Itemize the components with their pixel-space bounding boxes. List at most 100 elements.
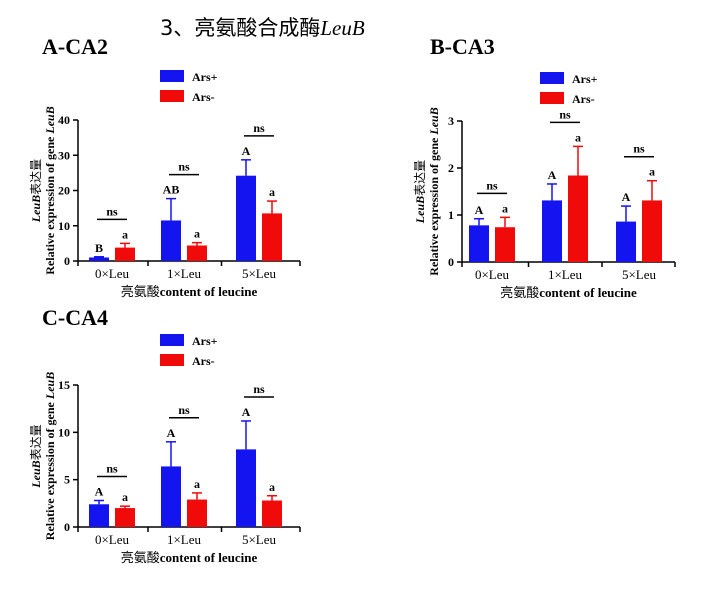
y-axis-title-line2: Relative expression of gene LeuB <box>43 372 57 540</box>
significance-letter: AB <box>163 183 180 197</box>
bar-ars-plus <box>469 225 489 262</box>
legend-swatch-ars-plus <box>160 70 184 82</box>
y-axis-title-line1: LeuB表达量 <box>29 424 43 488</box>
x-tick-label: 5×Leu <box>622 267 657 282</box>
y-axis-title-cn: 表达量 <box>29 159 43 195</box>
y-tick-label: 15 <box>58 378 70 392</box>
bar-ars-minus <box>495 227 515 262</box>
legend-swatch-ars-plus <box>540 72 564 84</box>
significance-letter: a <box>269 185 275 199</box>
significance-letter: A <box>548 168 557 182</box>
bar-ars-minus <box>262 213 282 261</box>
legend-label: Ars+ <box>192 70 218 84</box>
ns-label: ns <box>253 121 265 135</box>
legend-label: Ars- <box>192 354 215 368</box>
y-axis-title-line2: Relative expression of gene LeuB <box>43 106 57 274</box>
x-tick-label: 0×Leu <box>95 266 130 281</box>
y-tick-label: 0 <box>64 520 70 534</box>
bar-ars-minus <box>115 508 135 527</box>
ns-label: ns <box>106 461 118 475</box>
panel-title: C-CA4 <box>42 305 108 330</box>
x-axis-title-en: content of leucine <box>160 550 258 565</box>
panel-title: A-CA2 <box>42 34 108 59</box>
y-axis-title-gene: LeuB <box>43 106 57 134</box>
significance-letter: A <box>167 426 176 440</box>
significance-letter: a <box>649 165 655 179</box>
y-tick-label: 30 <box>58 148 70 162</box>
y-axis-title-en: Relative expression of gene <box>43 399 57 540</box>
y-axis-title-line1: LeuB表达量 <box>29 159 43 223</box>
bar-ars-plus <box>89 257 109 261</box>
significance-letter: B <box>95 241 103 255</box>
bar-ars-minus <box>115 247 135 261</box>
x-axis-title-cn: 亮氨酸 <box>121 550 160 565</box>
y-tick-label: 0 <box>448 255 454 269</box>
significance-letter: a <box>269 480 275 494</box>
y-tick-label: 0 <box>64 254 70 268</box>
bar-ars-plus <box>89 504 109 527</box>
x-axis-title-cn: 亮氨酸 <box>121 284 160 299</box>
x-axis-title-en: content of leucine <box>160 284 258 299</box>
y-axis-title-line2: Relative expression of gene LeuB <box>427 107 441 275</box>
page-title-gene: LeuB <box>320 16 365 40</box>
ns-label: ns <box>486 178 498 192</box>
ns-label: ns <box>253 382 265 396</box>
significance-letter: A <box>622 190 631 204</box>
legend-swatch-ars-minus <box>160 354 184 366</box>
significance-letter: A <box>242 405 251 419</box>
bar-ars-minus <box>568 175 588 262</box>
y-axis-title-en: Relative expression of gene <box>43 134 57 275</box>
x-tick-label: 0×Leu <box>95 532 130 547</box>
y-axis-title-gene: LeuB <box>29 195 43 223</box>
y-axis-title-gene: LeuB <box>43 372 57 400</box>
legend-label: Ars+ <box>192 334 218 348</box>
bar-ars-plus <box>542 200 562 262</box>
x-tick-label: 5×Leu <box>242 266 277 281</box>
y-tick-label: 40 <box>58 113 70 127</box>
bar-ars-minus <box>262 500 282 527</box>
y-axis-title-en: Relative expression of gene <box>427 135 441 276</box>
x-axis-title-en: content of leucine <box>539 285 637 300</box>
significance-letter: A <box>242 144 251 158</box>
bar-ars-minus <box>642 200 662 262</box>
ns-label: ns <box>106 204 118 218</box>
legend-label: Ars- <box>572 92 595 106</box>
legend-label: Ars- <box>192 90 215 104</box>
y-tick-label: 10 <box>58 425 70 439</box>
x-tick-label: 1×Leu <box>167 266 202 281</box>
y-axis-title-cn: 表达量 <box>413 160 427 196</box>
chart-panel-3: C-CA4 Ars+ Ars- 0 5 10 15 A a ns 0×Leu Aa ns 1×Leu Aa n… <box>29 305 301 565</box>
panel-title: B-CA3 <box>430 34 495 59</box>
legend-swatch-ars-minus <box>160 90 184 102</box>
bar-ars-plus <box>161 220 181 261</box>
x-axis-title: 亮氨酸content of leucine <box>121 284 258 299</box>
significance-letter: a <box>194 477 200 491</box>
y-axis-title-gene: LeuB <box>427 107 441 135</box>
bar-ars-minus <box>187 499 207 527</box>
significance-letter: A <box>95 484 104 498</box>
bar-ars-minus <box>187 245 207 261</box>
legend-label: Ars+ <box>572 72 598 86</box>
significance-letter: A <box>475 203 484 217</box>
y-tick-label: 1 <box>448 208 454 222</box>
y-axis-title-line1: LeuB表达量 <box>413 160 427 224</box>
x-tick-label: 5×Leu <box>242 532 277 547</box>
y-axis-title-gene: LeuB <box>413 196 427 224</box>
x-axis-title: 亮氨酸content of leucine <box>121 550 258 565</box>
y-axis-title-cn: 表达量 <box>29 424 43 460</box>
bar-ars-plus <box>161 466 181 527</box>
bar-ars-plus <box>616 221 636 262</box>
x-axis-title: 亮氨酸content of leucine <box>500 285 637 300</box>
y-tick-label: 2 <box>448 161 454 175</box>
x-tick-label: 1×Leu <box>167 532 202 547</box>
significance-letter: a <box>122 227 128 241</box>
y-tick-label: 5 <box>64 473 70 487</box>
y-tick-label: 3 <box>448 114 454 128</box>
x-tick-label: 0×Leu <box>475 267 510 282</box>
significance-letter: a <box>122 490 128 504</box>
legend-swatch-ars-minus <box>540 92 564 104</box>
significance-letter: a <box>502 201 508 215</box>
